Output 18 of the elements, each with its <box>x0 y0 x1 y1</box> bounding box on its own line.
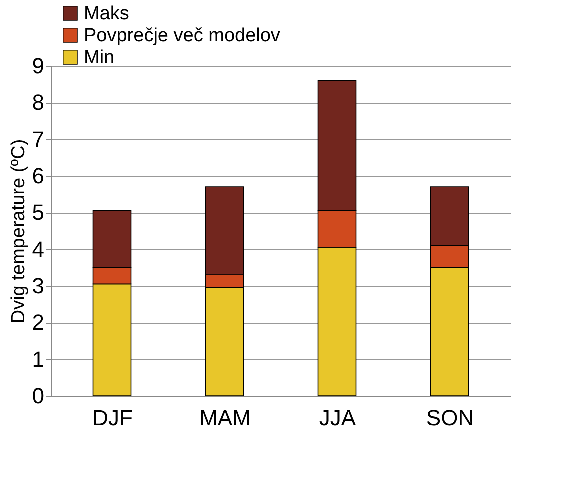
legend-label: Maks <box>84 4 130 24</box>
legend-label: Min <box>84 48 115 68</box>
x-tick-label: MAM <box>200 406 251 430</box>
y-tick-label: 5 <box>32 200 44 226</box>
y-tick-label: 4 <box>32 236 44 262</box>
legend-label: Povprečje več modelov <box>84 26 281 46</box>
y-tick-label: 2 <box>32 310 44 336</box>
y-tick-label: 1 <box>32 346 44 372</box>
x-tick-label: JJA <box>319 406 356 430</box>
y-tick-label: 3 <box>32 274 44 298</box>
y-tick-label: 9 <box>32 54 44 78</box>
y-axis-title: Dvig temperature (ºC) <box>8 139 30 324</box>
y-tick-label: 7 <box>32 126 44 152</box>
x-tick-label: DJF <box>92 406 133 430</box>
x-tick-label: SON <box>426 406 474 430</box>
y-tick-label: 8 <box>32 90 44 116</box>
y-tick-label: 6 <box>32 164 44 188</box>
y-tick-label: 0 <box>32 384 44 408</box>
